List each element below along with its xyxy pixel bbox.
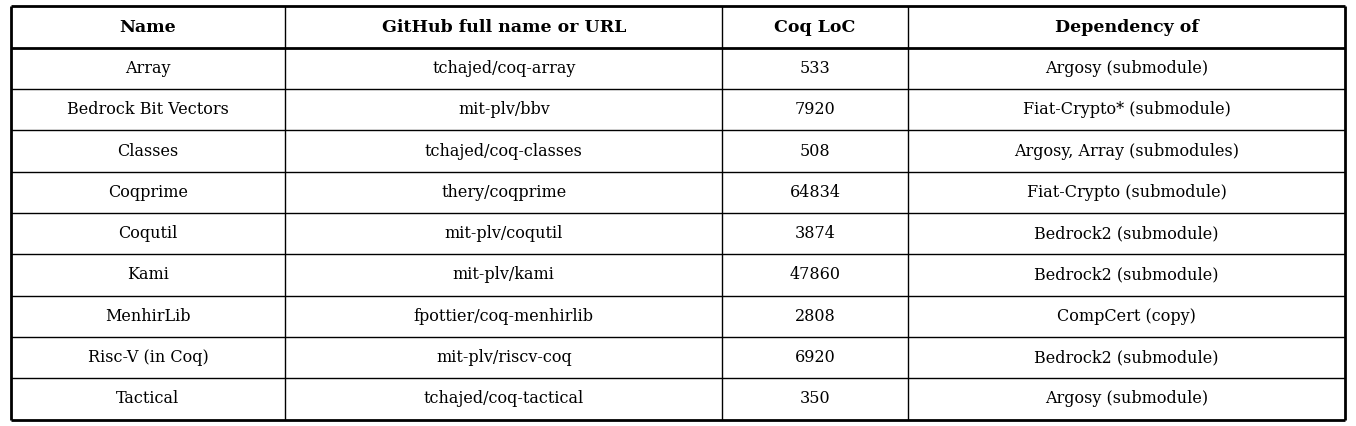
Text: Fiat-Crypto* (submodule): Fiat-Crypto* (submodule) [1022, 101, 1230, 118]
Text: Name: Name [119, 19, 176, 35]
Text: Bedrock2 (submodule): Bedrock2 (submodule) [1035, 225, 1219, 242]
Text: CompCert (copy): CompCert (copy) [1058, 308, 1196, 325]
Text: 533: 533 [800, 60, 830, 77]
Text: 508: 508 [800, 143, 830, 159]
Text: Bedrock Bit Vectors: Bedrock Bit Vectors [66, 101, 229, 118]
Text: mit-plv/bbv: mit-plv/bbv [458, 101, 549, 118]
Text: Dependency of: Dependency of [1055, 19, 1199, 35]
Text: Argosy (submodule): Argosy (submodule) [1045, 60, 1208, 77]
Text: Argosy, Array (submodules): Argosy, Array (submodules) [1014, 143, 1239, 159]
Text: 47860: 47860 [789, 267, 841, 283]
Text: 2808: 2808 [795, 308, 835, 325]
Text: GitHub full name or URL: GitHub full name or URL [381, 19, 626, 35]
Text: mit-plv/riscv-coq: mit-plv/riscv-coq [435, 349, 572, 366]
Text: tchajed/coq-classes: tchajed/coq-classes [424, 143, 583, 159]
Text: tchajed/coq-tactical: tchajed/coq-tactical [423, 391, 584, 407]
Text: Argosy (submodule): Argosy (submodule) [1045, 391, 1208, 407]
Text: Bedrock2 (submodule): Bedrock2 (submodule) [1035, 267, 1219, 283]
Text: Kami: Kami [127, 267, 170, 283]
Text: 64834: 64834 [789, 184, 841, 201]
Text: MenhirLib: MenhirLib [106, 308, 191, 325]
Text: Fiat-Crypto (submodule): Fiat-Crypto (submodule) [1026, 184, 1226, 201]
Text: Coqutil: Coqutil [118, 225, 178, 242]
Text: Array: Array [125, 60, 171, 77]
Text: mit-plv/kami: mit-plv/kami [453, 267, 555, 283]
Text: Coqprime: Coqprime [108, 184, 188, 201]
Text: thery/coqprime: thery/coqprime [441, 184, 567, 201]
Text: Tactical: Tactical [117, 391, 179, 407]
Text: 3874: 3874 [795, 225, 835, 242]
Text: 7920: 7920 [795, 101, 835, 118]
Text: Coq LoC: Coq LoC [774, 19, 856, 35]
Text: 6920: 6920 [795, 349, 835, 366]
Text: mit-plv/coqutil: mit-plv/coqutil [445, 225, 563, 242]
Text: Risc-V (in Coq): Risc-V (in Coq) [88, 349, 209, 366]
Text: 350: 350 [800, 391, 830, 407]
Text: Classes: Classes [118, 143, 179, 159]
Text: fpottier/coq-menhirlib: fpottier/coq-menhirlib [414, 308, 594, 325]
Text: tchajed/coq-array: tchajed/coq-array [433, 60, 575, 77]
Text: Bedrock2 (submodule): Bedrock2 (submodule) [1035, 349, 1219, 366]
